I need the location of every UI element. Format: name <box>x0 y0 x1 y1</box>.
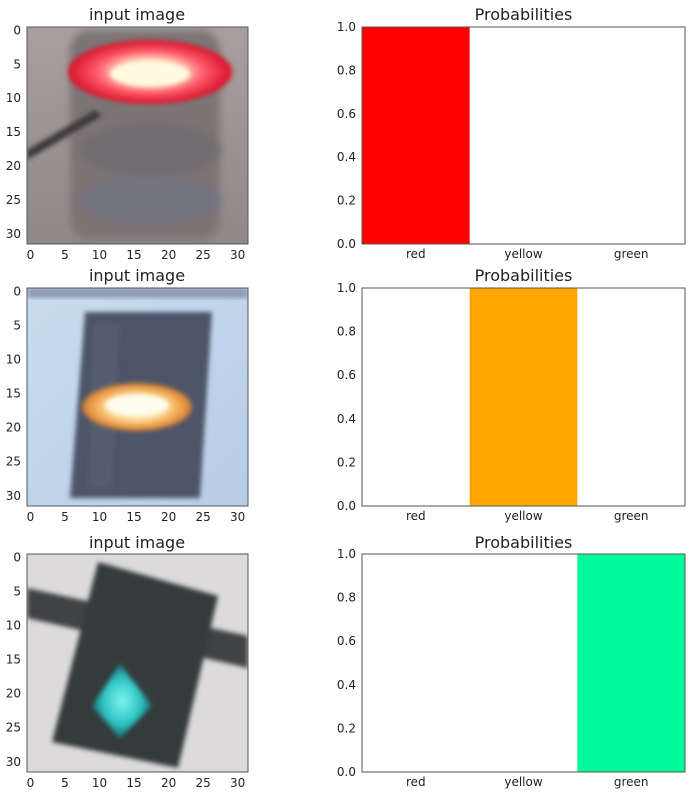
y-tick-label: 0 <box>13 284 21 298</box>
y-tick-label: 25 <box>6 455 21 469</box>
y-tick-label: 0.2 <box>337 194 356 208</box>
y-tick-label: 5 <box>13 584 21 598</box>
x-tick-label: yellow <box>504 775 542 789</box>
x-tick-label: 10 <box>92 248 107 262</box>
y-tick-label: 20 <box>6 159 21 173</box>
y-tick-label: 30 <box>6 227 21 241</box>
chart-title: Probabilities <box>475 5 573 24</box>
y-tick-label: 0.0 <box>337 765 356 779</box>
traffic-light-photo-green <box>27 554 248 772</box>
x-tick-label: 25 <box>195 248 210 262</box>
y-tick-label: 15 <box>6 387 21 401</box>
y-tick-label: 0.4 <box>337 678 356 692</box>
x-tick-label: red <box>406 775 426 789</box>
y-tick-label: 0.4 <box>337 412 356 426</box>
y-tick-label: 0.0 <box>337 237 356 251</box>
x-tick-label: 25 <box>195 776 210 790</box>
y-tick-label: 1.0 <box>337 20 356 34</box>
x-tick-label: 15 <box>126 248 141 262</box>
chart-layer: 0 5 10 15 20 25 30 0 5 10 15 20 25 30 0 5 10 15 20 25 30 0 5 10… <box>6 5 686 790</box>
image-title: input image <box>89 5 185 24</box>
bar-red <box>362 27 470 244</box>
x-tick-label: green <box>614 775 649 789</box>
image-axes: 0 5 10 15 20 25 30 0 5 10 15 20 25 30 <box>6 284 246 524</box>
x-tick-label: 5 <box>61 776 69 790</box>
chart-title: Probabilities <box>475 266 573 285</box>
x-tick-label: 20 <box>161 776 176 790</box>
x-tick-label: red <box>406 247 426 261</box>
x-tick-label: red <box>406 509 426 523</box>
traffic-light-photo-red <box>27 27 248 244</box>
x-tick-label: 10 <box>92 776 107 790</box>
y-tick-label: 30 <box>6 755 21 769</box>
traffic-light-photo-yellow <box>27 288 248 506</box>
y-tick-label: 1.0 <box>337 281 356 295</box>
y-tick-label: 0.6 <box>337 107 356 121</box>
image-panel-2: input image <box>26 266 249 507</box>
image-panel-3: input image <box>26 533 249 773</box>
plot-frame <box>361 287 686 507</box>
y-tick-label: 10 <box>6 353 21 367</box>
y-tick-label: 0.8 <box>337 63 356 77</box>
x-tick-label: 15 <box>126 510 141 524</box>
y-tick-label: 15 <box>6 653 21 667</box>
y-tick-label: 0.6 <box>337 634 356 648</box>
bar-yellow <box>469 288 578 506</box>
y-tick-label: 0.4 <box>337 150 356 164</box>
image-title: input image <box>89 533 185 552</box>
x-tick-label: yellow <box>504 247 542 261</box>
plot-frame <box>361 26 686 245</box>
y-tick-label: 0 <box>13 550 21 564</box>
chart-title: Probabilities <box>475 533 573 552</box>
x-tick-label: 0 <box>27 510 35 524</box>
probability-chart-3: Probabilities red yellow green 0.0 0.2 0.4 0.6 0… <box>337 533 686 789</box>
x-tick-label: 5 <box>61 510 69 524</box>
x-tick-label: 30 <box>230 248 245 262</box>
x-tick-label: 5 <box>61 248 69 262</box>
y-tick-label: 20 <box>6 421 21 435</box>
y-tick-label: 30 <box>6 489 21 503</box>
y-tick-label: 0.2 <box>337 455 356 469</box>
y-tick-label: 0.2 <box>337 721 356 735</box>
y-tick-label: 0.8 <box>337 325 356 339</box>
x-tick-label: yellow <box>504 509 542 523</box>
x-tick-label: 15 <box>126 776 141 790</box>
y-tick-label: 1.0 <box>337 547 356 561</box>
plot-frame <box>361 553 686 773</box>
x-tick-label: 0 <box>27 776 35 790</box>
x-tick-label: 10 <box>92 510 107 524</box>
x-tick-label: 20 <box>161 248 176 262</box>
x-tick-label: green <box>614 509 649 523</box>
y-tick-label: 0.6 <box>337 368 356 382</box>
y-tick-label: 25 <box>6 193 21 207</box>
y-tick-label: 5 <box>13 57 21 71</box>
y-tick-label: 5 <box>13 318 21 332</box>
y-tick-label: 0 <box>13 23 21 37</box>
image-panel-1: input image <box>26 5 249 245</box>
y-tick-label: 20 <box>6 687 21 701</box>
probability-chart-1: Probabilities red yellow green 0.0 0.2 0.4 0.6 0… <box>337 5 686 261</box>
x-tick-label: 30 <box>230 776 245 790</box>
y-tick-label: 0.8 <box>337 591 356 605</box>
y-tick-label: 10 <box>6 619 21 633</box>
x-tick-label: 25 <box>195 510 210 524</box>
x-tick-label: 20 <box>161 510 176 524</box>
x-tick-label: 30 <box>230 510 245 524</box>
y-tick-label: 15 <box>6 125 21 139</box>
image-axes: 0 5 10 15 20 25 30 0 5 10 15 20 25 30 <box>6 550 246 790</box>
y-tick-label: 10 <box>6 91 21 105</box>
x-tick-label: green <box>614 247 649 261</box>
probability-chart-2: Probabilities red yellow green 0.0 0.2 0.4 0.6 0… <box>337 266 686 523</box>
image-axes: 0 5 10 15 20 25 30 0 5 10 15 20 25 30 <box>6 23 246 262</box>
image-title: input image <box>89 266 185 285</box>
x-tick-label: 0 <box>27 248 35 262</box>
bar-green <box>577 554 685 772</box>
y-tick-label: 25 <box>6 721 21 735</box>
y-tick-label: 0.0 <box>337 499 356 513</box>
